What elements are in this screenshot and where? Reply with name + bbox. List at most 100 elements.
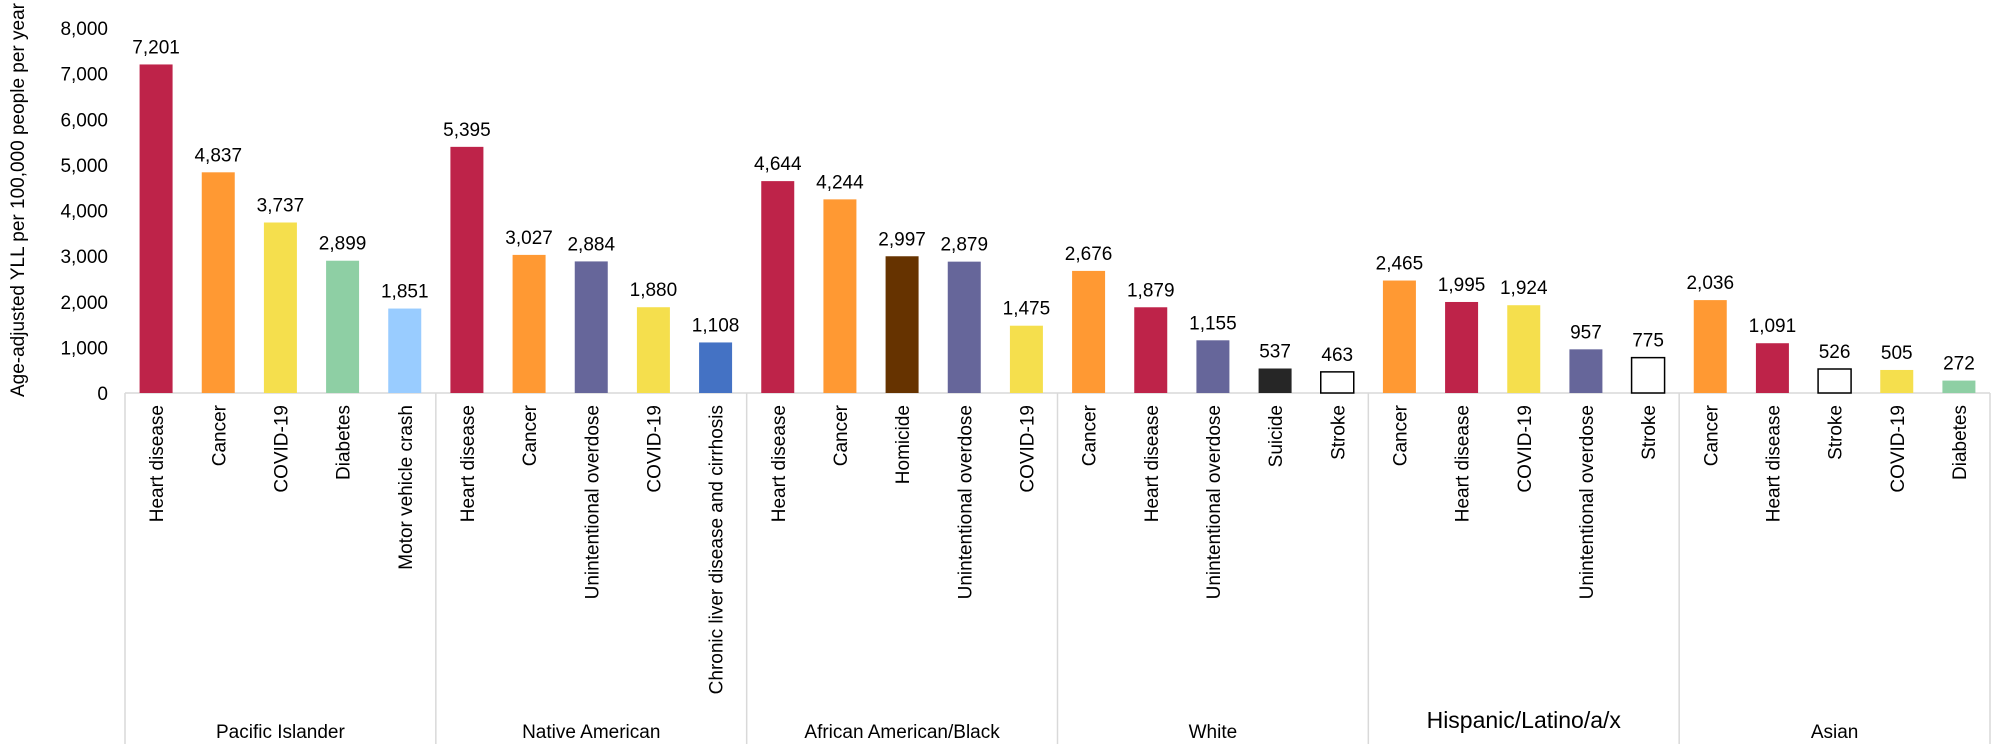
value-label: 4,837 — [194, 145, 242, 166]
bar — [1880, 369, 1914, 393]
category-label: Unintentional overdose — [955, 405, 976, 599]
group-separators — [124, 393, 1991, 744]
value-label: 505 — [1881, 343, 1913, 364]
value-label: 463 — [1321, 345, 1353, 366]
value-label: 537 — [1259, 341, 1291, 362]
value-label: 1,924 — [1500, 278, 1548, 299]
bar — [1009, 325, 1043, 393]
bar — [1817, 368, 1852, 394]
category-label: COVID-19 — [1017, 405, 1038, 493]
value-label: 2,676 — [1065, 244, 1113, 265]
bar — [512, 254, 546, 393]
bar — [326, 260, 360, 393]
bar — [947, 261, 981, 393]
value-label: 957 — [1570, 322, 1602, 343]
bars — [139, 64, 1976, 394]
category-label: Heart disease — [147, 405, 168, 522]
category-label: Cancer — [1701, 404, 1722, 466]
category-label: Stroke — [1639, 405, 1660, 460]
value-label: 2,884 — [567, 234, 615, 255]
bar — [139, 64, 173, 393]
value-label: 2,879 — [940, 235, 988, 256]
category-label: COVID-19 — [271, 405, 292, 493]
group-labels: Pacific Islander Native American African A… — [216, 707, 1858, 743]
value-label: 1,091 — [1749, 316, 1797, 337]
bar — [761, 181, 795, 393]
category-label: Heart disease — [1142, 405, 1163, 522]
group-label: African American/Black — [804, 722, 1000, 743]
category-label: Suicide — [1266, 405, 1287, 467]
value-label: 4,244 — [816, 172, 864, 193]
bar — [263, 222, 297, 393]
value-label: 1,879 — [1127, 280, 1175, 301]
value-label: 1,108 — [692, 315, 740, 336]
bar — [1258, 368, 1292, 393]
category-label: Unintentional overdose — [1204, 405, 1225, 599]
category-label: Cancer — [1080, 404, 1101, 466]
value-label: 4,644 — [754, 154, 802, 175]
value-label: 2,036 — [1686, 273, 1734, 294]
category-label: Diabetes — [1950, 405, 1971, 480]
bar — [201, 172, 235, 393]
bar — [1072, 270, 1106, 393]
category-label: Diabetes — [334, 405, 355, 480]
value-label: 526 — [1819, 342, 1851, 363]
category-label: COVID-19 — [1515, 405, 1536, 493]
bar — [1755, 343, 1789, 393]
bar — [823, 199, 857, 393]
category-label: Motor vehicle crash — [396, 405, 417, 570]
y-axis: 0 1,000 2,000 3,000 4,000 5,000 6,000 7,000 8,00… — [60, 19, 108, 405]
value-label: 7,201 — [132, 37, 180, 58]
value-label: 1,995 — [1438, 275, 1486, 296]
value-label: 2,997 — [878, 229, 926, 250]
y-axis-title: Age-adjusted YLL per 100,000 people per … — [8, 2, 29, 397]
value-label: 5,395 — [443, 120, 491, 141]
bar — [1630, 356, 1666, 394]
value-labels: 7,201 4,837 3,737 2,899 1,851 5,395 3,027 2,884… — [132, 37, 1974, 374]
category-label: Heart disease — [1453, 405, 1474, 522]
y-tick-label: 2,000 — [60, 293, 108, 314]
y-tick-label: 7,000 — [60, 65, 108, 86]
bar — [699, 342, 733, 393]
category-label: Stroke — [1328, 405, 1349, 460]
bar — [1382, 280, 1416, 393]
value-label: 2,465 — [1376, 254, 1424, 275]
value-label: 2,899 — [319, 234, 367, 255]
category-labels: Heart disease Cancer COVID-19 Diabetes Motor… — [147, 404, 1971, 694]
category-label: Cancer — [209, 404, 230, 466]
group-label: White — [1189, 722, 1238, 743]
value-label: 272 — [1943, 354, 1975, 375]
category-label: Heart disease — [769, 405, 790, 522]
y-tick-label: 1,000 — [60, 338, 108, 359]
value-label: 1,880 — [630, 280, 678, 301]
category-label: Cancer — [520, 404, 541, 466]
category-label: COVID-19 — [1888, 405, 1909, 493]
y-tick-label: 8,000 — [60, 19, 108, 40]
value-label: 1,475 — [1003, 299, 1051, 320]
category-label: Unintentional overdose — [1577, 405, 1598, 599]
category-label: Heart disease — [458, 405, 479, 522]
bar — [1693, 300, 1727, 393]
value-label: 1,851 — [381, 282, 429, 303]
bar — [1569, 349, 1603, 393]
value-label: 775 — [1632, 331, 1664, 352]
y-tick-label: 5,000 — [60, 156, 108, 177]
group-label: Native American — [522, 722, 660, 743]
bar — [574, 261, 608, 393]
category-label: Stroke — [1826, 405, 1847, 460]
category-label: Unintentional overdose — [582, 405, 603, 599]
bar — [388, 308, 422, 393]
y-tick-label: 3,000 — [60, 247, 108, 268]
category-label: Homicide — [893, 405, 914, 484]
bar — [1134, 307, 1168, 393]
category-label: COVID-19 — [644, 405, 665, 493]
category-label: Chronic liver disease and cirrhosis — [707, 405, 728, 694]
category-label: Cancer — [1390, 404, 1411, 466]
bar — [1320, 371, 1355, 394]
value-label: 1,155 — [1189, 313, 1237, 334]
y-tick-label: 0 — [97, 384, 108, 405]
value-label: 3,027 — [505, 228, 553, 249]
bar — [1445, 301, 1479, 393]
bar — [885, 256, 919, 393]
